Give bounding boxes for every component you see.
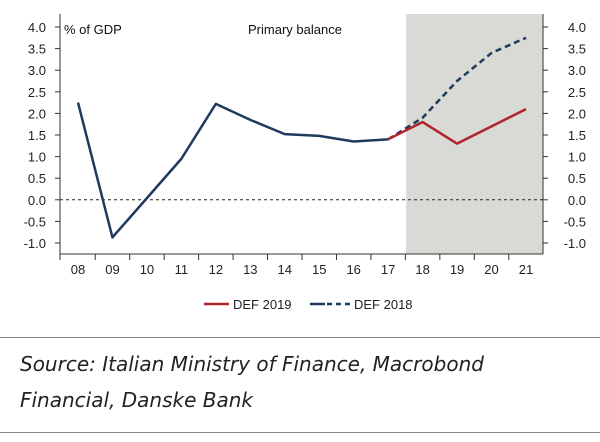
- right-tick-label: 3.0: [568, 63, 586, 78]
- left-tick-label: 3.0: [28, 63, 46, 78]
- right-tick-label: 2.5: [568, 85, 586, 100]
- left-tick-label: 3.5: [28, 42, 46, 57]
- x-tick-label: 09: [105, 262, 119, 277]
- right-tick-label: 1.5: [568, 128, 586, 143]
- source-line-2: Financial, Danske Bank: [20, 388, 253, 412]
- chart-title: Primary balance: [248, 22, 342, 37]
- left-tick-label: 0.5: [28, 171, 46, 186]
- x-ticks: 08 09 10 11 12 13 14 15 16 17 18 19 20 21: [59, 254, 533, 277]
- x-tick-label: 13: [243, 262, 257, 277]
- left-tick-label: 4.0: [28, 20, 46, 35]
- x-tick-label: 17: [381, 262, 395, 277]
- source-text: Source: Italian Ministry of Finance, Mac…: [20, 346, 580, 418]
- x-tick-label: 16: [346, 262, 360, 277]
- x-tick-label: 10: [140, 262, 154, 277]
- legend: DEF 2019 DEF 2018: [204, 297, 413, 312]
- left-tick-label: 1.0: [28, 150, 46, 165]
- y-axis-unit-label: % of GDP: [64, 22, 122, 37]
- x-tick-label: 18: [415, 262, 429, 277]
- source-note: Source: Italian Ministry of Finance, Mac…: [0, 337, 600, 433]
- x-tick-label: 14: [278, 262, 292, 277]
- x-tick-label: 19: [450, 262, 464, 277]
- x-tick-label: 11: [175, 262, 189, 277]
- left-y-ticks: 4.0 3.5 3.0 2.5 2.0 1.5 1.0 0.5 0.0 -0.5 -1.0: [24, 20, 60, 251]
- right-tick-label: 0.5: [568, 171, 586, 186]
- left-tick-label: 0.0: [28, 193, 46, 208]
- left-tick-label: 2.5: [28, 85, 46, 100]
- x-tick-label: 12: [209, 262, 223, 277]
- right-y-ticks: 4.0 3.5 3.0 2.5 2.0 1.5 1.0 0.5 0.0 -0.5 -1.0: [543, 20, 586, 251]
- x-tick-label: 15: [312, 262, 326, 277]
- right-tick-label: 1.0: [568, 150, 586, 165]
- right-tick-label: 3.5: [568, 42, 586, 57]
- right-tick-label: -1.0: [564, 236, 586, 251]
- left-tick-label: -1.0: [24, 236, 46, 251]
- source-line-1: Source: Italian Ministry of Finance, Mac…: [20, 352, 484, 376]
- left-tick-label: 2.0: [28, 106, 46, 121]
- right-tick-label: -0.5: [564, 214, 586, 229]
- primary-balance-chart: 4.0 3.5 3.0 2.5 2.0 1.5 1.0 0.5 0.0 -0.5 -1.0 4.0 3…: [24, 14, 586, 312]
- x-tick-label: 08: [71, 262, 85, 277]
- left-tick-label: -0.5: [24, 214, 46, 229]
- right-tick-label: 4.0: [568, 20, 586, 35]
- left-tick-label: 1.5: [28, 128, 46, 143]
- legend-label-def2019: DEF 2019: [233, 297, 292, 312]
- series-line-def2018-forecast: [387, 36, 527, 141]
- series-line-def2018: [76, 102, 389, 239]
- x-tick-label: 21: [519, 262, 533, 277]
- right-tick-label: 0.0: [568, 193, 586, 208]
- series-line-def2019: [387, 107, 527, 145]
- series-layer: [76, 36, 527, 239]
- x-tick-label: 20: [484, 262, 498, 277]
- legend-label-def2018: DEF 2018: [354, 297, 413, 312]
- right-tick-label: 2.0: [568, 106, 586, 121]
